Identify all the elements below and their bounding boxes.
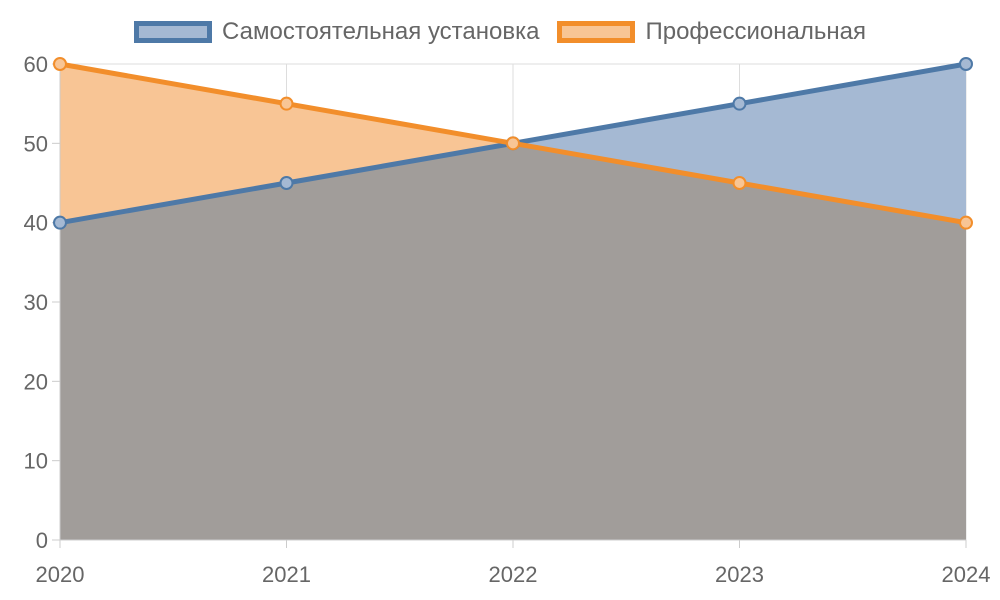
y-tick-label: 60 (24, 52, 48, 77)
legend-item-self-install[interactable]: Самостоятельная установка (134, 18, 539, 46)
y-tick-label: 50 (24, 131, 48, 156)
y-tick-label: 40 (24, 211, 48, 236)
data-point-series-0-2024[interactable] (959, 57, 973, 71)
x-tick-label: 2024 (942, 562, 991, 587)
x-tick-label: 2020 (36, 562, 85, 587)
legend-label-self-install: Самостоятельная установка (222, 18, 540, 45)
data-point-series-1-2023[interactable] (732, 176, 747, 190)
legend-swatch-self-install (134, 21, 213, 43)
data-point-series-1-2020[interactable] (53, 57, 67, 71)
x-tick-label: 2023 (715, 562, 764, 587)
data-point-series-0-2021[interactable] (279, 176, 294, 190)
y-tick-label: 10 (24, 449, 48, 474)
legend-item-professional[interactable]: Профессиональная (557, 18, 866, 46)
data-point-series-1-2022[interactable] (506, 136, 520, 151)
x-tick-label: 2021 (262, 562, 311, 587)
point-layer (53, 57, 973, 230)
y-tick-label: 30 (24, 290, 48, 315)
y-tick-label: 0 (36, 528, 48, 553)
label-layer: 0 10 20 30 40 50 60 2020 2021 2022 2023 2024 (24, 52, 991, 587)
legend: Самостоятельная установка Профессиональн… (0, 14, 1000, 50)
area-overlap (60, 143, 966, 541)
data-point-series-0-2020[interactable] (53, 215, 67, 230)
data-point-series-1-2024[interactable] (959, 215, 973, 230)
data-point-series-0-2023[interactable] (732, 96, 747, 111)
legend-swatch-professional (557, 21, 636, 43)
data-point-series-1-2021[interactable] (279, 96, 294, 111)
axis-layer (52, 63, 967, 548)
y-tick-label: 20 (24, 369, 48, 394)
x-tick-label: 2022 (489, 562, 538, 587)
legend-label-professional: Профессиональная (645, 18, 866, 45)
